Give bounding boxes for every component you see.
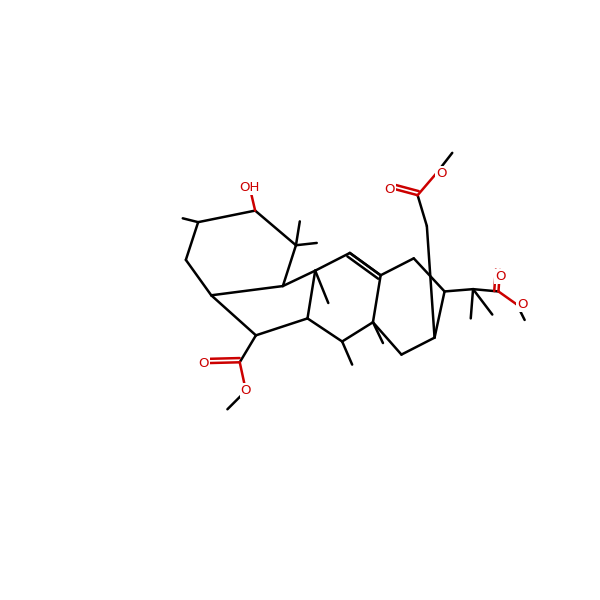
Text: O: O — [384, 182, 395, 196]
Text: O: O — [495, 270, 505, 283]
Text: O: O — [436, 167, 446, 180]
Text: OH: OH — [239, 181, 260, 194]
Text: O: O — [199, 356, 209, 370]
Text: O: O — [241, 384, 251, 397]
Text: O: O — [517, 298, 527, 311]
